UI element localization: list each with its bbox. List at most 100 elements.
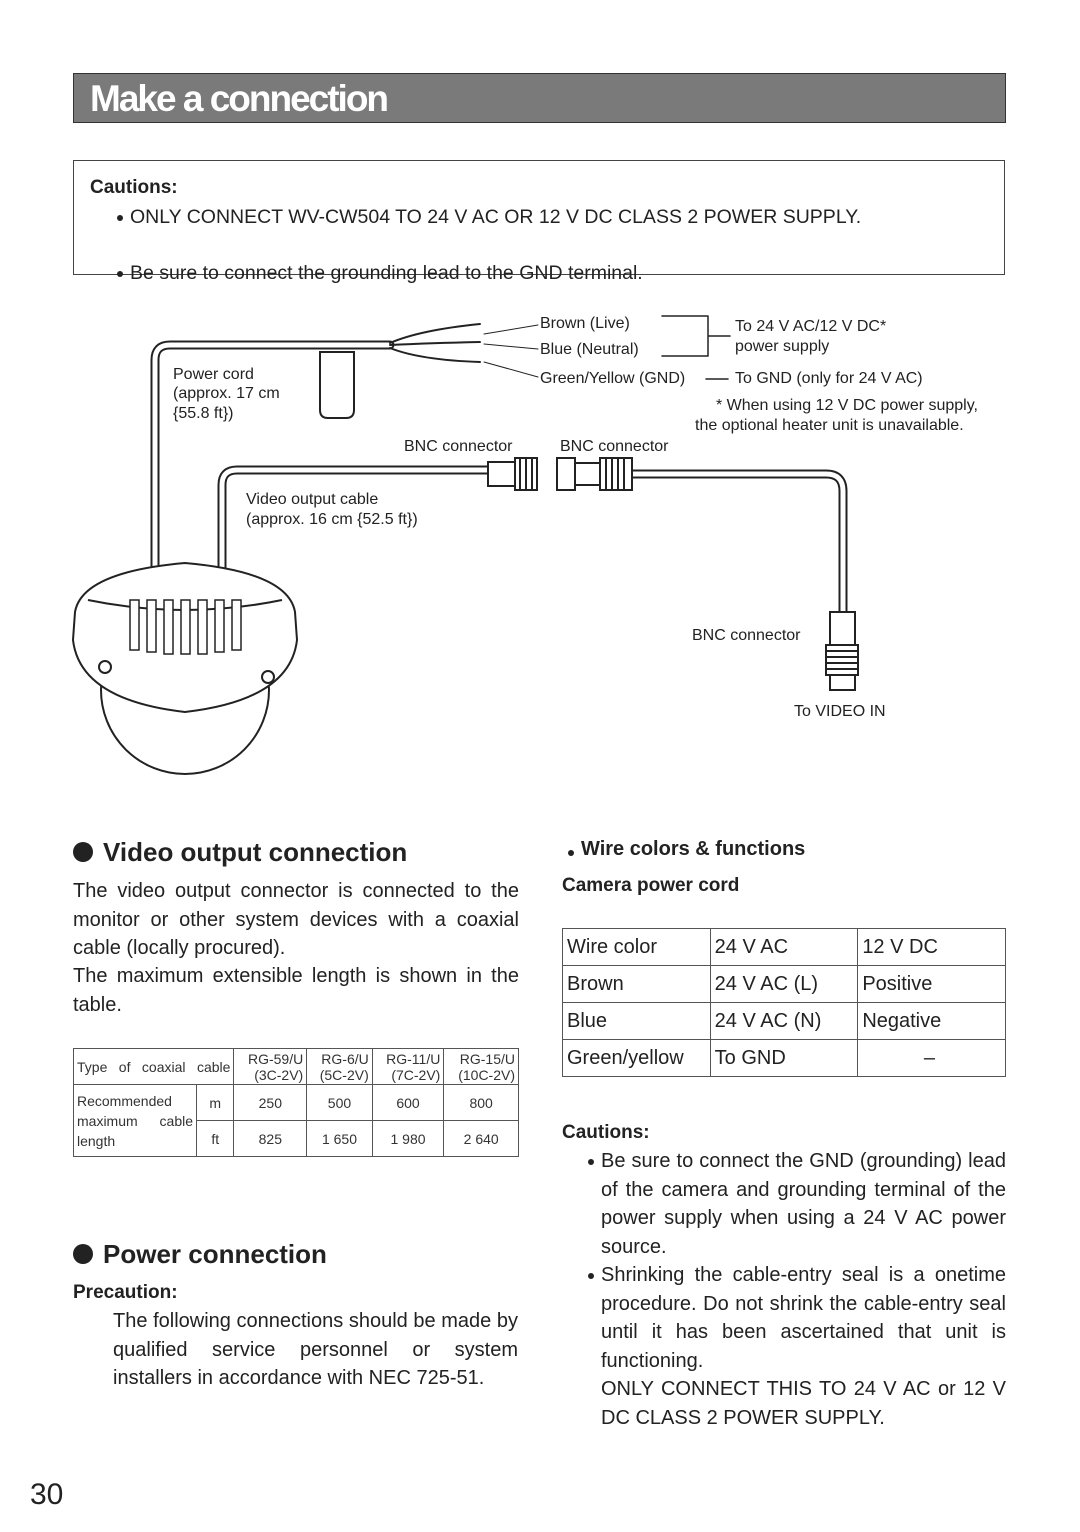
note: * When using 12 V DC power supply, xyxy=(716,397,978,414)
cable-name: RG-11/U xyxy=(386,1050,441,1067)
cable-name: RG-59/U xyxy=(247,1050,304,1067)
cables xyxy=(150,315,848,617)
table-row: Blue 24 V AC (N) Negative xyxy=(562,1002,1006,1040)
caution-box: Cautions: ONLY CONNECT WV-CW504 TO 24 V … xyxy=(73,160,1005,284)
table-cell: 800 xyxy=(443,1084,519,1121)
supply-label: To 24 V AC/12 V DC* xyxy=(735,318,886,335)
table-cell: – xyxy=(857,1039,1006,1077)
power-cord-label: {55.8 ft}) xyxy=(173,405,234,422)
cable-code: (5C-2V) xyxy=(319,1066,369,1083)
table-row: Green/yellow To GND – xyxy=(562,1039,1006,1077)
caution-item: Be sure to connect the grounding lead to… xyxy=(117,259,1060,287)
table-cell: Negative xyxy=(857,1002,1006,1040)
wires xyxy=(389,323,481,363)
shape xyxy=(197,599,208,655)
table-cell: 24 V AC (L) xyxy=(709,965,859,1003)
bnc-body xyxy=(829,611,856,646)
table-cell: 250 xyxy=(233,1084,308,1121)
table-cell: Blue xyxy=(562,1002,711,1040)
shape: Wire color 24 V AC 12 V DC Brown 24 V AC (L… xyxy=(562,928,1006,1077)
table-cell: Brown xyxy=(562,965,711,1003)
table-cell: 825 xyxy=(233,1120,308,1157)
bnc-body xyxy=(574,462,601,486)
bnc-plug xyxy=(556,457,576,491)
connection-diagram: Brown (Live) Blue (Neutral) Green/Yellow… xyxy=(71,315,978,775)
table-cell: Green/yellow xyxy=(562,1039,711,1077)
video-cable-label: (approx. 16 cm {52.5 ft}) xyxy=(246,511,418,528)
video-cable-label: Video output cable xyxy=(246,491,378,508)
table-row: ft 825 1 650 1 980 2 640 xyxy=(74,1120,519,1157)
title-bar: Make a connection xyxy=(73,73,1006,123)
bnc-plug xyxy=(829,674,856,691)
table-row: Recommended maximum cable length m 250 5… xyxy=(73,1084,519,1157)
table-cell: 12 V DC xyxy=(857,928,1006,966)
coax-cable xyxy=(627,469,848,617)
bnc-ridges xyxy=(605,458,625,490)
power-cord-label: Power cord xyxy=(173,366,254,383)
shape xyxy=(163,599,174,655)
leader xyxy=(483,324,539,378)
table-cell: To GND xyxy=(709,1039,859,1077)
bnc-label: BNC connector xyxy=(692,627,801,644)
table-cell: RG-11/U (7C-2V) xyxy=(371,1048,445,1085)
table-cell: ft xyxy=(195,1120,235,1157)
sub-heading: Wire colors & functions xyxy=(568,838,1080,861)
bracket xyxy=(661,315,731,380)
shape xyxy=(180,599,191,655)
caution-note: ONLY CONNECT THIS TO 24 V AC or 12 V DC … xyxy=(601,1378,1006,1429)
table-cell: Type of coaxial cable xyxy=(72,1048,235,1085)
screw xyxy=(261,670,275,684)
table-cell: Wire color xyxy=(562,928,711,966)
power-cord xyxy=(152,342,393,578)
cable-name: RG-15/U xyxy=(459,1050,515,1067)
table-cell: 500 xyxy=(306,1084,373,1121)
wire-label: Green/Yellow (GND) xyxy=(540,370,685,387)
cable-seal xyxy=(319,351,355,419)
video-cable xyxy=(219,467,493,578)
paragraph: The following connections should be made… xyxy=(113,1310,518,1389)
gnd-label: To GND (only for 24 V AC) xyxy=(735,370,923,387)
table-cell: 2 640 xyxy=(443,1120,519,1157)
supply-label: power supply xyxy=(735,338,829,355)
cable-table: Type of coaxial cable RG-59/U (3C-2V) RG-… xyxy=(72,1048,519,1157)
shape xyxy=(146,599,157,653)
table-row: Type of coaxial cable RG-59/U (3C-2V) RG-… xyxy=(72,1048,519,1085)
shape xyxy=(129,599,140,651)
heading-dot xyxy=(73,842,93,862)
caution-list: Be sure to connect the GND (grounding) l… xyxy=(588,1147,1006,1432)
shape xyxy=(231,599,242,651)
bnc-connectors xyxy=(487,457,859,691)
bnc-ridges xyxy=(826,650,858,670)
note: the optional heater unit is unavailable. xyxy=(695,417,964,434)
table-cell: Recommended maximum cable length xyxy=(73,1084,197,1157)
paragraph: The video output connector is connected … xyxy=(73,880,519,959)
cable-code: (10C-2V) xyxy=(458,1066,515,1083)
precaution-heading: Precaution: xyxy=(73,1282,178,1303)
caution-heading: Cautions: xyxy=(562,1122,650,1143)
sub-heading: Camera power cord xyxy=(562,875,740,896)
heading-text: Power connection xyxy=(103,1239,327,1269)
camera xyxy=(71,561,299,775)
table-cell: 24 V AC (N) xyxy=(709,1002,859,1040)
table-cell: Positive xyxy=(857,965,1006,1003)
caution-heading: Cautions: xyxy=(90,177,178,198)
table-row: Brown 24 V AC (L) Positive xyxy=(562,965,1006,1003)
bnc-label: BNC connector xyxy=(560,438,669,455)
bnc-label: BNC connector xyxy=(404,438,513,455)
table-cell: RG-6/U (5C-2V) xyxy=(306,1048,373,1085)
bnc-ridges xyxy=(519,458,533,490)
page-title: Make a connection xyxy=(90,78,389,119)
cable-code: (7C-2V) xyxy=(391,1066,441,1083)
shape xyxy=(214,599,225,653)
wire-label: Blue (Neutral) xyxy=(540,341,639,358)
wire-table: Wire color 24 V AC 12 V DC Brown 24 V AC (L… xyxy=(562,928,1006,1077)
page-number: 30 xyxy=(30,1478,64,1511)
bnc-nut xyxy=(825,644,859,676)
table-cell: m xyxy=(195,1084,235,1121)
bnc-nut xyxy=(599,457,633,491)
caution-item: Shrinking the cable-entry seal is a onet… xyxy=(588,1261,1006,1375)
cable-code: (3C-2V) xyxy=(254,1066,304,1083)
table-cell: 1 650 xyxy=(306,1120,373,1157)
fins xyxy=(129,599,242,655)
